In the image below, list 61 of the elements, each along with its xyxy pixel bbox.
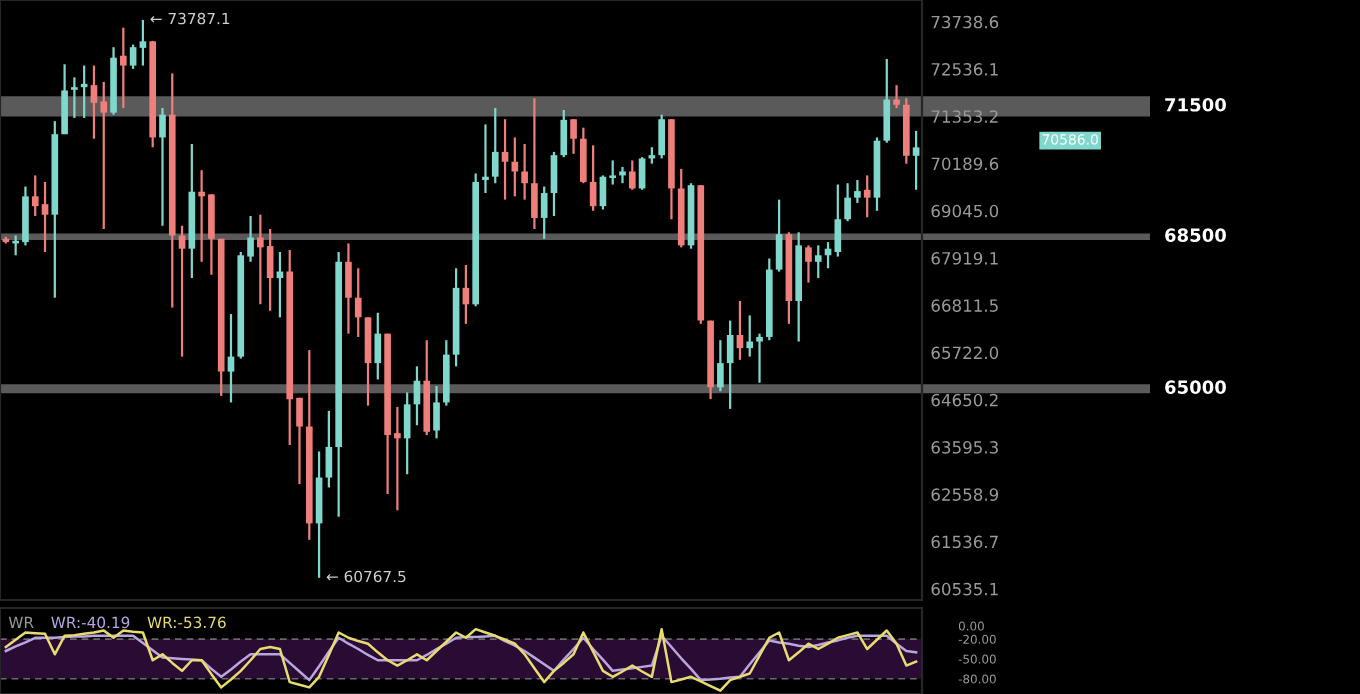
y-tick-label: 73738.6 <box>931 15 999 29</box>
candlestick <box>570 118 577 155</box>
candlestick <box>560 108 568 159</box>
candlestick <box>893 84 900 110</box>
candlestick <box>756 332 763 384</box>
y-tick-label: 64650.2 <box>931 393 998 407</box>
candlestick <box>364 316 372 407</box>
candlestick <box>863 174 871 219</box>
candlestick <box>746 314 754 358</box>
candlestick <box>854 178 861 205</box>
line-series <box>4 627 918 692</box>
candlestick <box>433 384 440 440</box>
candlestick <box>521 142 528 201</box>
y-tick-label: 62558.9 <box>931 488 999 501</box>
y-tick-label: 72536.1 <box>931 63 998 76</box>
candlestick <box>442 339 450 407</box>
candlestick <box>619 165 626 185</box>
candlestick <box>61 63 68 136</box>
y-tick-label: 67919.1 <box>931 252 998 265</box>
candlestick <box>80 64 88 120</box>
candlestick <box>805 244 812 284</box>
candlestick <box>717 339 724 393</box>
candlestick <box>726 319 734 411</box>
candlestick <box>775 198 783 273</box>
candlestick <box>139 18 147 67</box>
candlestick <box>491 106 499 185</box>
candlestick <box>482 123 489 195</box>
y-tick-label: 60535.1 <box>931 582 998 596</box>
band-label: 68500 <box>1165 228 1226 242</box>
candlestick <box>345 242 352 335</box>
band-label: 65000 <box>1165 380 1226 394</box>
y-tick-label: 70189.6 <box>931 157 999 171</box>
candlestick <box>227 312 235 404</box>
y-tick-label: 71353.2 <box>931 110 998 123</box>
candlestick <box>658 113 665 160</box>
candlestick <box>540 185 548 240</box>
y-tick-label: 63595.3 <box>931 441 998 454</box>
band-label: 71500 <box>1165 97 1226 112</box>
candlestick <box>120 26 127 110</box>
y-tick-label: 65722.0 <box>931 346 999 360</box>
candlestick <box>403 391 411 476</box>
candlestick <box>71 76 78 120</box>
candlestick <box>580 126 587 185</box>
candlestick <box>374 311 382 381</box>
candlestick <box>531 97 538 231</box>
candlestick <box>844 182 851 223</box>
y-tick-label: 66811.5 <box>931 299 998 312</box>
candlestick <box>325 409 333 489</box>
candlestick <box>159 106 166 227</box>
candlestick <box>501 118 509 201</box>
y-tick-label: 61536.7 <box>931 535 998 549</box>
candlestick <box>354 267 362 339</box>
candlestick <box>638 156 646 191</box>
candlestick <box>129 43 137 70</box>
candlestick <box>628 159 636 191</box>
candlestick <box>178 224 186 358</box>
candlestick <box>912 129 920 191</box>
y-tick-label: 69045.0 <box>931 204 999 218</box>
candlestick <box>814 244 822 280</box>
candlestick <box>883 57 891 144</box>
candlestick <box>550 150 558 218</box>
